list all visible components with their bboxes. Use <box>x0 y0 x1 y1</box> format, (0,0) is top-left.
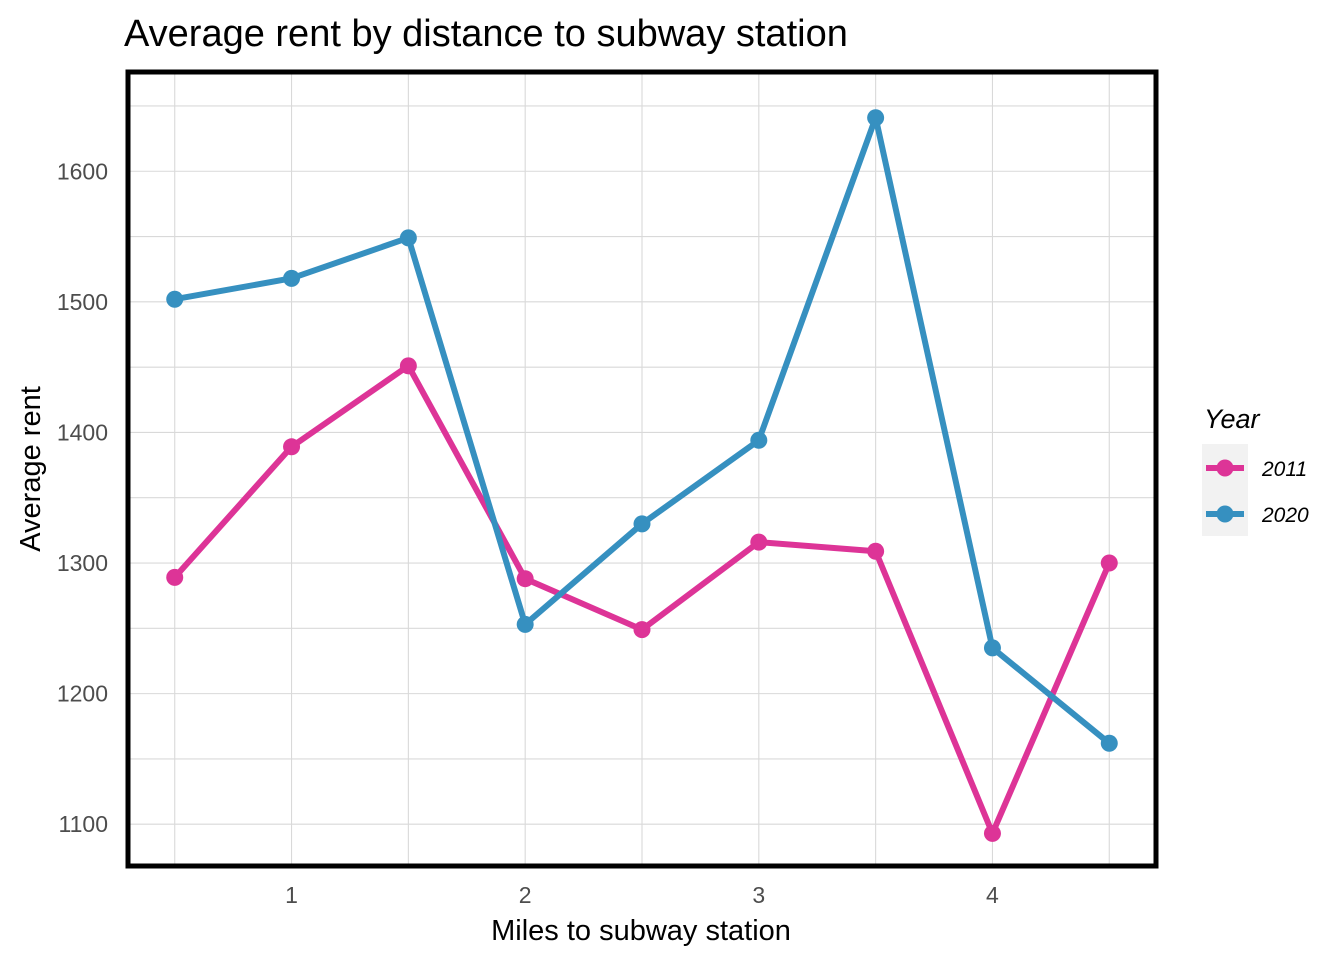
plot-border <box>125 69 1159 869</box>
data-point-2011 <box>867 542 885 560</box>
legend-item-2020: 2020 <box>1206 504 1309 527</box>
data-point-2020 <box>399 229 417 247</box>
chart-title: Average rent by distance to subway stati… <box>124 13 848 55</box>
data-point-2020 <box>983 639 1001 657</box>
x-tick-label: 1 <box>285 882 298 908</box>
data-point-2020 <box>1100 734 1118 752</box>
y-tick-label: 1400 <box>57 419 108 445</box>
data-point-2011 <box>1100 554 1118 572</box>
legend-item-2011: 2011 <box>1206 458 1307 481</box>
data-point-2020 <box>750 431 768 449</box>
legend: Year 2011 2020 <box>1202 404 1309 536</box>
y-tick-label: 1100 <box>59 811 108 837</box>
data-point-2020 <box>166 290 184 308</box>
x-tick-label: 2 <box>519 882 532 908</box>
series-2011 <box>166 357 1118 842</box>
data-point-2011 <box>516 570 534 588</box>
data-point-2011 <box>633 621 651 639</box>
data-point-2020 <box>516 615 534 633</box>
series-2020 <box>166 109 1118 752</box>
series-layer <box>166 109 1118 842</box>
y-tick-label: 1300 <box>57 550 108 576</box>
x-tick-label: 4 <box>986 882 999 908</box>
x-axis-title: Miles to subway station <box>491 915 791 947</box>
legend-label: 2020 <box>1261 504 1309 527</box>
data-point-2020 <box>867 109 885 127</box>
legend-label: 2011 <box>1261 458 1307 481</box>
data-point-2011 <box>750 533 768 551</box>
y-tick-label: 1600 <box>57 158 108 184</box>
legend-key-point <box>1216 505 1234 523</box>
x-tick-label: 3 <box>752 882 765 908</box>
y-axis-title: Average rent <box>15 386 47 552</box>
grid-lines <box>128 72 1156 866</box>
data-point-2011 <box>983 824 1001 842</box>
data-point-2011 <box>166 568 184 586</box>
data-point-2020 <box>283 269 301 287</box>
data-point-2011 <box>283 438 301 456</box>
data-point-2020 <box>633 515 651 533</box>
y-tick-label: 1200 <box>57 681 108 707</box>
y-tick-label: 1500 <box>57 289 108 315</box>
data-point-2011 <box>399 357 417 375</box>
legend-title: Year <box>1204 404 1261 434</box>
tick-labels: 1 2 3 4 1100 1200 1300 1400 1500 1600 <box>57 158 999 908</box>
legend-key-point <box>1216 459 1234 477</box>
